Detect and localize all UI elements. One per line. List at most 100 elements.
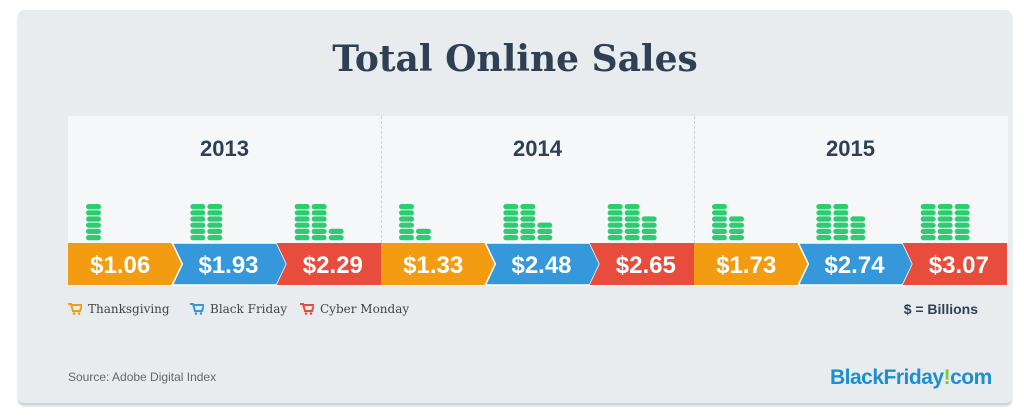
coin-icon [399,204,414,210]
coin-icon [607,222,623,228]
coin-icon [190,222,206,228]
coin-icon [294,222,310,228]
coin-stacks [607,204,657,241]
coin-icon [86,216,101,222]
coin-icon [399,235,414,241]
coin-icon [712,235,727,241]
coin-icon [86,204,101,210]
coin-icon [503,210,519,216]
coin-icon [520,216,536,222]
data-label: $1.06 [90,252,150,279]
coin-icon [190,204,206,210]
coin-icon [937,216,953,222]
coin-icon [503,216,519,222]
coin-icon [850,216,866,222]
coin-icon [607,210,623,216]
coin-icon [920,228,936,234]
coin-stacks [816,204,866,241]
bar-segment [589,243,694,285]
coin-icon [294,235,310,241]
coin-icon [416,235,431,241]
coin-stacks [399,204,431,241]
coin-icon [520,204,536,210]
coin-icon [816,228,832,234]
coin-icon [207,222,223,228]
coin-icon [920,204,936,210]
coin-icon [954,222,970,228]
coin-icon [294,204,310,210]
coin-icon [729,216,744,222]
coin-icon [311,228,327,234]
data-label: $3.07 [929,252,989,279]
legend-item: Thanksgiving [68,302,170,316]
coin-icon [399,228,414,234]
coin-icon [954,235,970,241]
coin-icon [712,228,727,234]
legend-label: Thanksgiving [88,302,170,316]
infographic-card: Total Online Sales 2013 2014 2015 $1.06 $… [18,10,1012,403]
coin-icon [537,228,553,234]
coin-stacks [503,204,553,241]
coin-icon [816,235,832,241]
legend-item: Black Friday [190,302,287,316]
coin-icon [816,210,832,216]
coin-icon [850,222,866,228]
coin-icon [311,235,327,241]
coin-icon [520,228,536,234]
coin-icon [207,204,223,210]
blackfriday-logo[interactable]: BlackFriday!com [830,366,992,389]
coin-icon [641,222,657,228]
coin-icon [311,216,327,222]
legend-label: Cyber Monday [320,302,410,316]
coin-icon [833,216,849,222]
coin-icon [328,228,344,234]
coin-icon [937,235,953,241]
data-label: $2.48 [511,252,571,279]
coin-icon [816,204,832,210]
coin-icon [86,228,101,234]
coin-icon [294,228,310,234]
coin-icon [537,222,553,228]
coin-icon [207,228,223,234]
coin-icon [833,228,849,234]
coin-icon [190,228,206,234]
coin-icon [816,222,832,228]
coin-icon [729,222,744,228]
coin-icon [311,222,327,228]
coin-icon [399,222,414,228]
coin-icon [920,210,936,216]
coin-stacks [190,204,223,241]
data-label: $2.74 [824,252,885,279]
coin-icon [416,228,431,234]
coin-icon [641,235,657,241]
source-note: Source: Adobe Digital Index [68,370,217,384]
data-label: $1.73 [716,252,776,279]
chart-title: Total Online Sales [332,38,698,80]
coin-stacks [86,204,101,241]
bar-segment [381,243,496,285]
coin-icon [712,216,727,222]
coin-icon [328,235,344,241]
coin-icon [920,222,936,228]
chart-marks: $1.06 $1.93 $2.29 $1.33 $2.48 $2.65 $1.73 $2.74… [68,204,1007,286]
coin-icon [937,204,953,210]
coin-icon [624,235,640,241]
year-label: 2015 [826,136,875,161]
coin-icon [607,235,623,241]
coin-icon [190,216,206,222]
coin-icon [624,204,640,210]
coin-icon [729,228,744,234]
cart-icon [300,303,314,315]
year-label: 2013 [200,136,249,161]
coin-icon [833,235,849,241]
coin-icon [207,216,223,222]
coin-icon [712,204,727,210]
data-label: $1.33 [403,252,463,279]
coin-stacks [294,204,344,241]
year-label: 2014 [513,136,562,161]
coin-icon [294,216,310,222]
coin-icon [86,235,101,241]
coin-icon [607,228,623,234]
coin-icon [729,235,744,241]
data-label: $2.29 [303,252,363,279]
